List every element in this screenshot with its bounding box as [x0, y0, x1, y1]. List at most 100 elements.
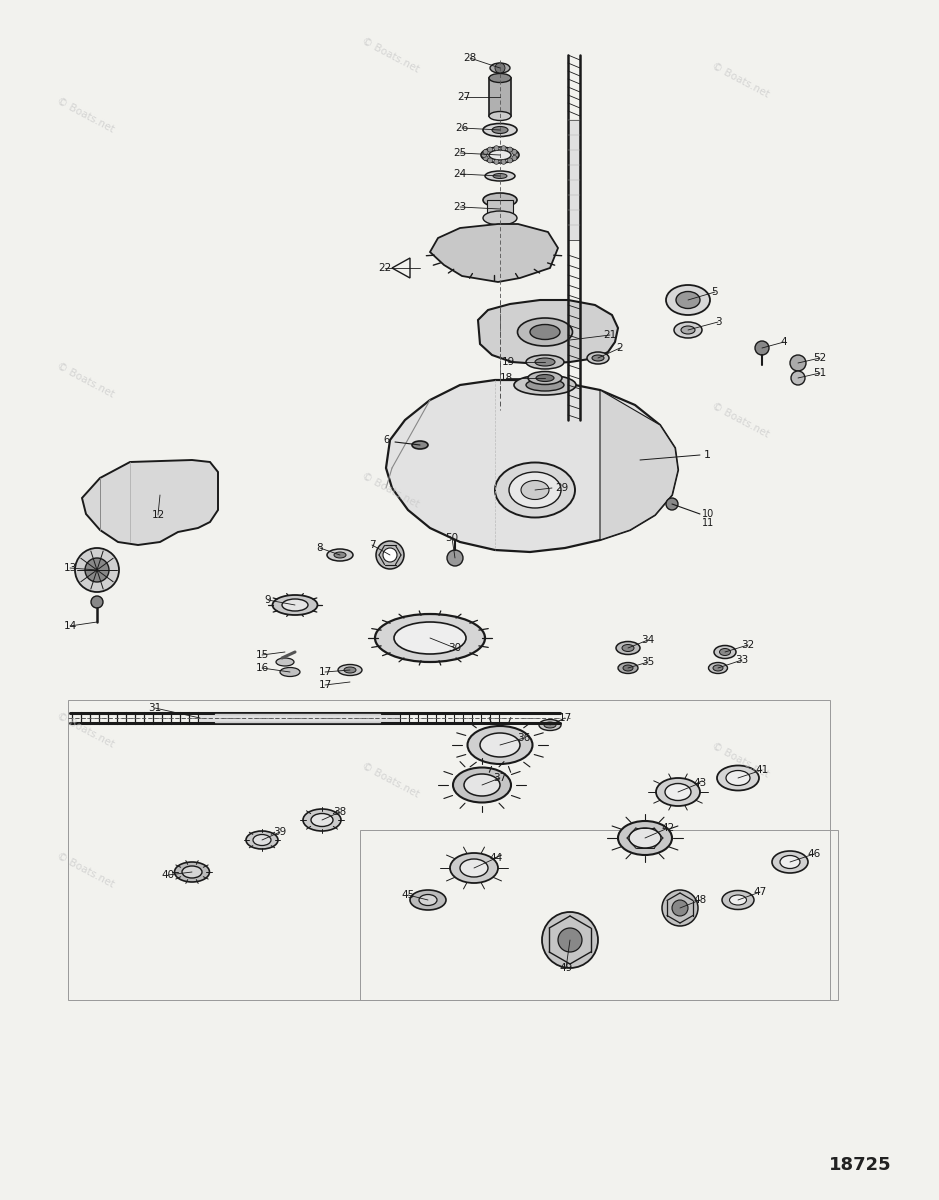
Ellipse shape — [485, 170, 515, 181]
Circle shape — [501, 160, 506, 164]
Circle shape — [376, 541, 404, 569]
Ellipse shape — [394, 622, 466, 654]
Text: © Boats.net: © Boats.net — [360, 36, 421, 74]
Ellipse shape — [483, 193, 517, 206]
Polygon shape — [82, 460, 218, 545]
Bar — [568, 120, 580, 240]
Ellipse shape — [282, 599, 308, 611]
Circle shape — [562, 332, 578, 348]
Text: 48: 48 — [693, 895, 707, 905]
Text: 16: 16 — [255, 662, 269, 673]
Ellipse shape — [714, 646, 736, 659]
Text: 50: 50 — [445, 533, 458, 542]
Text: 21: 21 — [604, 330, 617, 340]
Ellipse shape — [481, 146, 519, 163]
Ellipse shape — [521, 480, 549, 499]
Ellipse shape — [509, 472, 561, 508]
Ellipse shape — [666, 284, 710, 314]
Ellipse shape — [480, 733, 520, 757]
Ellipse shape — [622, 644, 634, 652]
Circle shape — [447, 550, 463, 566]
Text: © Boats.net: © Boats.net — [55, 361, 115, 400]
Text: 25: 25 — [454, 148, 467, 158]
Ellipse shape — [490, 62, 510, 73]
Circle shape — [487, 148, 493, 152]
Ellipse shape — [334, 552, 346, 558]
Circle shape — [558, 928, 582, 952]
Ellipse shape — [730, 895, 747, 905]
Text: 6: 6 — [384, 434, 390, 445]
Ellipse shape — [410, 890, 446, 910]
Text: 11: 11 — [701, 518, 715, 528]
Text: 8: 8 — [316, 542, 323, 553]
Ellipse shape — [717, 766, 759, 791]
Circle shape — [755, 341, 769, 355]
Text: 42: 42 — [661, 823, 674, 833]
Ellipse shape — [681, 326, 695, 334]
Ellipse shape — [618, 662, 638, 673]
Text: 9: 9 — [265, 595, 271, 605]
Ellipse shape — [514, 374, 576, 395]
Ellipse shape — [713, 665, 723, 671]
Circle shape — [501, 145, 506, 151]
Text: 1: 1 — [703, 450, 711, 460]
Ellipse shape — [344, 667, 356, 673]
Text: © Boats.net: © Boats.net — [55, 96, 115, 134]
Ellipse shape — [780, 856, 800, 869]
Ellipse shape — [276, 658, 294, 666]
Ellipse shape — [453, 768, 511, 803]
Ellipse shape — [464, 774, 500, 796]
Text: 22: 22 — [378, 263, 392, 272]
Circle shape — [75, 548, 119, 592]
Text: 13: 13 — [63, 563, 77, 572]
Ellipse shape — [303, 809, 341, 830]
Bar — [200, 713, 400, 722]
Polygon shape — [430, 224, 558, 282]
Circle shape — [483, 156, 488, 161]
Ellipse shape — [623, 665, 633, 671]
Text: 7: 7 — [369, 540, 376, 550]
Ellipse shape — [618, 821, 672, 854]
Ellipse shape — [489, 112, 511, 120]
Text: 3: 3 — [715, 317, 721, 326]
Ellipse shape — [544, 722, 556, 728]
Ellipse shape — [327, 550, 353, 560]
Text: 40: 40 — [162, 870, 175, 880]
Text: 33: 33 — [735, 655, 748, 665]
Ellipse shape — [726, 770, 750, 786]
Text: 41: 41 — [755, 766, 769, 775]
Ellipse shape — [182, 866, 202, 878]
Circle shape — [512, 156, 516, 161]
Circle shape — [512, 150, 516, 155]
Ellipse shape — [535, 358, 555, 366]
Text: 32: 32 — [742, 640, 755, 650]
Text: 19: 19 — [501, 358, 515, 367]
Ellipse shape — [253, 834, 271, 846]
Text: 38: 38 — [333, 806, 346, 817]
Ellipse shape — [629, 828, 661, 848]
Circle shape — [91, 596, 103, 608]
Polygon shape — [386, 380, 678, 552]
Ellipse shape — [528, 372, 562, 384]
Bar — [487, 200, 513, 218]
Text: 35: 35 — [641, 658, 654, 667]
Ellipse shape — [656, 778, 700, 806]
Ellipse shape — [616, 642, 640, 654]
Ellipse shape — [419, 894, 437, 906]
Ellipse shape — [719, 648, 731, 655]
Polygon shape — [600, 390, 678, 540]
Ellipse shape — [517, 318, 573, 346]
Text: 15: 15 — [255, 650, 269, 660]
Text: 17: 17 — [318, 667, 331, 677]
Text: © Boats.net: © Boats.net — [55, 851, 115, 889]
Text: 39: 39 — [273, 827, 286, 838]
Polygon shape — [478, 300, 618, 364]
Circle shape — [482, 152, 486, 157]
Circle shape — [666, 498, 678, 510]
Text: © Boats.net: © Boats.net — [710, 61, 771, 100]
Ellipse shape — [530, 324, 560, 340]
Text: 49: 49 — [560, 962, 573, 973]
Ellipse shape — [489, 73, 511, 83]
Ellipse shape — [338, 665, 362, 676]
Circle shape — [791, 371, 805, 385]
